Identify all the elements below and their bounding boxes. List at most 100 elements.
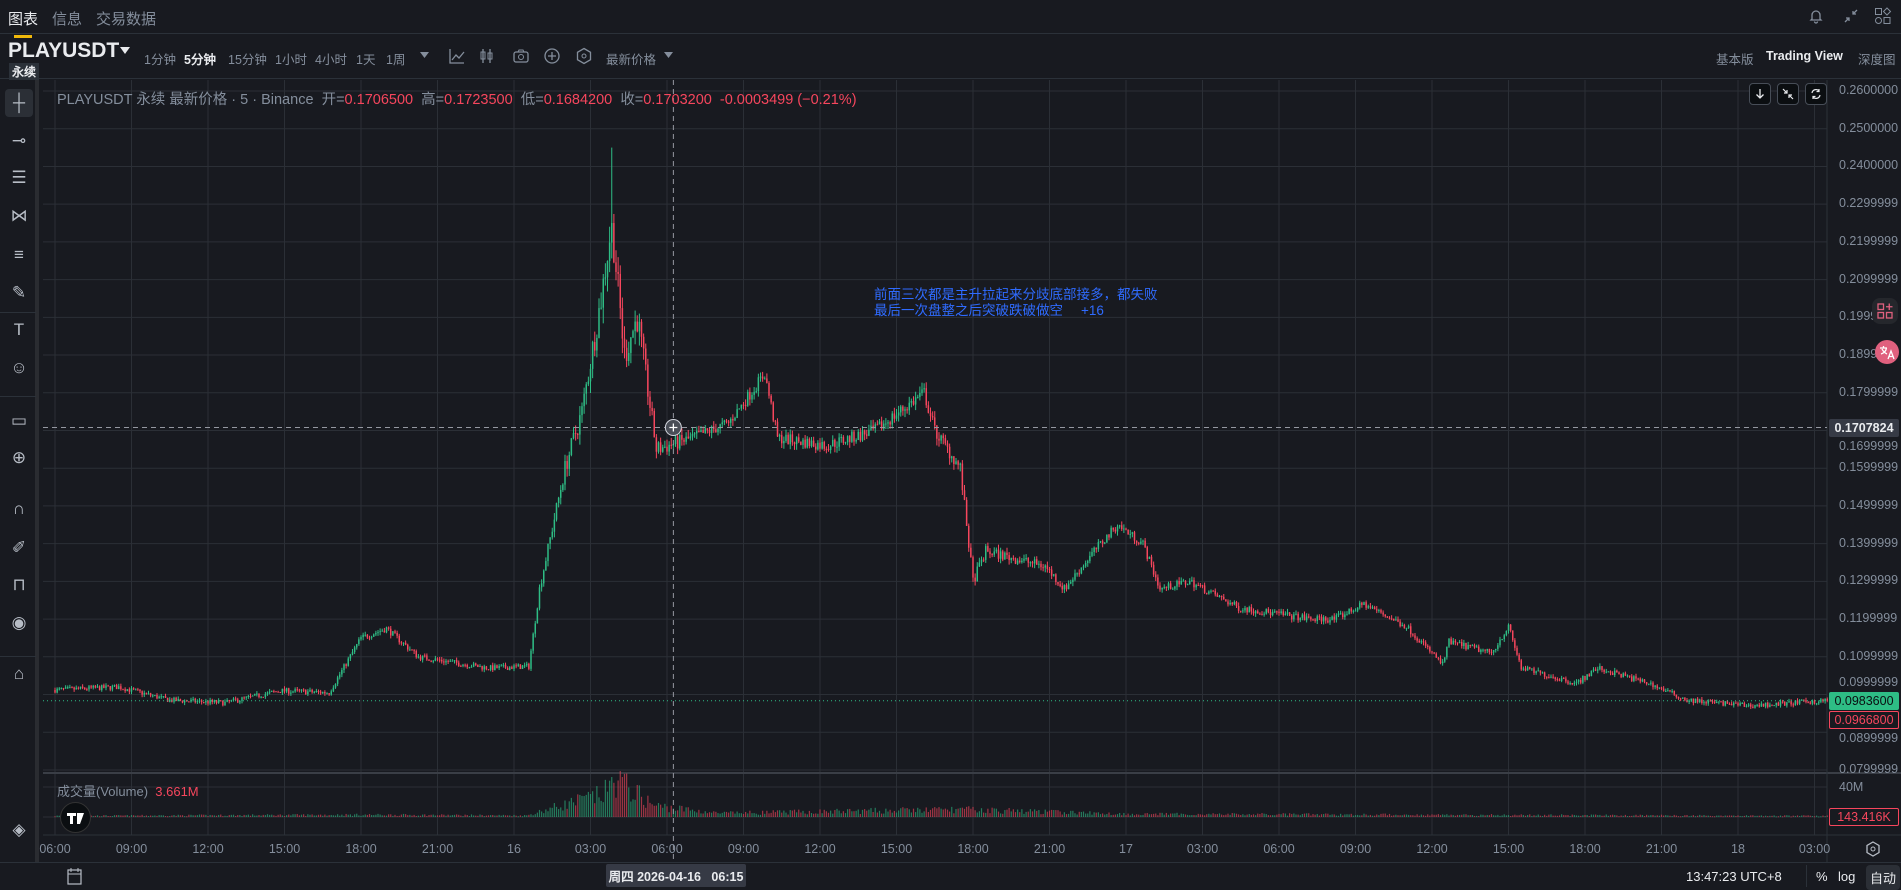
volume-bar [1327, 813, 1329, 817]
volume-bar [1550, 814, 1552, 817]
symbol-selector[interactable]: PLAYUSDT [8, 39, 120, 62]
translate-icon[interactable] [1875, 340, 1899, 364]
fib-icon[interactable]: ≡ [14, 245, 24, 264]
more-intervals-chevron-icon[interactable] [420, 52, 429, 59]
symbol-chevron-down-icon[interactable] [120, 47, 130, 55]
candle-body [1622, 673, 1624, 678]
volume-bar [1095, 812, 1097, 817]
candle-body [1662, 688, 1665, 691]
ruler-icon[interactable]: ▭ [10, 411, 28, 430]
price-tick-label: 0.0999999 [1839, 674, 1899, 689]
volume-bar [351, 815, 354, 817]
collapse-icon[interactable] [1843, 8, 1859, 24]
volume-bar [1463, 814, 1465, 817]
candle-body [349, 654, 352, 659]
candle-body [1146, 547, 1148, 559]
tradingview-logo[interactable] [60, 802, 91, 833]
volume-bar [105, 815, 107, 817]
volume-bar [706, 813, 708, 817]
candle-body [1059, 584, 1061, 586]
candle-body [1118, 525, 1121, 527]
candle-body [642, 336, 645, 349]
trend-line-icon[interactable]: ⊸ [11, 131, 27, 150]
interval-1m[interactable]: 1分钟 [144, 53, 176, 67]
volume-bar [634, 799, 636, 817]
chart-legend: PLAYUSDT 永续 最新价格 · 5 · Binance 开=0.17065… [57, 88, 857, 109]
add-icon[interactable] [543, 47, 561, 65]
auto-scale-toggle[interactable]: 自动 [1866, 865, 1901, 890]
layers-icon[interactable]: ◈ [12, 820, 26, 839]
collapse-chart-button[interactable] [1777, 83, 1799, 105]
candle-body [1027, 558, 1029, 563]
trash-icon[interactable]: ⌂ [13, 664, 25, 683]
candle-body [492, 665, 494, 671]
candle-body [339, 674, 341, 678]
volume-bar [611, 777, 613, 817]
candle-body [974, 577, 976, 582]
volume-bar [694, 811, 696, 817]
tab-chart[interactable]: 图表 [8, 8, 38, 38]
log-scale-toggle[interactable]: log [1838, 869, 1856, 884]
emoji-icon[interactable]: ☺ [10, 358, 28, 377]
volume-bar [1531, 815, 1533, 817]
date-range-icon[interactable] [66, 866, 84, 886]
tab-info[interactable]: 信息 [52, 11, 83, 28]
view-depth[interactable]: 深度图 [1858, 53, 1896, 67]
lock-draw-icon[interactable]: ✐ [11, 538, 27, 557]
eye-icon[interactable]: ◉ [11, 613, 27, 632]
interval-15m[interactable]: 15分钟 [228, 53, 267, 67]
candle-body [71, 687, 73, 689]
widgets-icon[interactable] [1872, 298, 1898, 324]
zoom-in-icon[interactable]: ⊕ [11, 448, 27, 467]
apps-icon[interactable] [1874, 7, 1892, 25]
reset-chart-button[interactable] [1805, 83, 1827, 105]
price-type-chevron-icon[interactable] [664, 52, 673, 59]
volume-bar [1097, 812, 1099, 817]
settings-hex-icon[interactable] [575, 47, 593, 65]
screenshot-icon[interactable] [512, 47, 530, 65]
volume-bar [802, 810, 804, 817]
price-type-select[interactable]: 最新价格 [606, 53, 657, 67]
pattern-icon[interactable]: ⋈ [10, 206, 28, 225]
clock[interactable]: 13:47:23 UTC+8 [1686, 869, 1782, 884]
interval-1h[interactable]: 1小时 [275, 53, 307, 67]
volume-bar [1467, 815, 1469, 817]
axis-settings-icon[interactable] [1864, 840, 1882, 858]
interval-4h[interactable]: 4小时 [315, 53, 347, 67]
view-basic[interactable]: 基本版 [1716, 53, 1754, 67]
volume-bar [1182, 813, 1184, 817]
candle-body [689, 436, 692, 439]
volume-bar [859, 813, 861, 817]
percent-scale-toggle[interactable]: % [1816, 869, 1828, 884]
volume-bar [1733, 815, 1735, 817]
crosshair-icon[interactable]: ┼ [5, 89, 33, 117]
brush-icon[interactable]: ✎ [11, 283, 27, 302]
chart-annotation[interactable]: 前面三次都是主升拉起来分歧底部接多，都失败 最后一次盘整之后突破跌破做空 +16 [874, 287, 1158, 319]
interval-1w[interactable]: 1周 [386, 53, 406, 67]
volume-bar [1053, 810, 1055, 817]
text-icon[interactable]: T [13, 320, 25, 339]
drawing-toolbar: ┼ ⊸ ☰ ⋈ ≡ ✎ T ☺ ▭ ⊕ ∩ ✐ ⊓ ◉ ⌂ ◈ [0, 80, 39, 862]
close-value: 0.1703200 [643, 92, 712, 108]
candle-body [1095, 547, 1097, 550]
interval-1d[interactable]: 1天 [356, 53, 376, 67]
view-tradingview[interactable]: Trading View [1766, 49, 1843, 63]
candle-body [1454, 640, 1457, 643]
candle-body [1225, 599, 1227, 602]
interval-5m[interactable]: 5分钟 [184, 53, 216, 67]
scroll-down-button[interactable] [1749, 83, 1771, 105]
candle-body [1072, 579, 1074, 582]
volume-bar [1063, 812, 1065, 817]
unlock-icon[interactable]: ⊓ [12, 575, 26, 594]
indicators-icon[interactable] [448, 47, 466, 65]
chart-type-icon[interactable] [478, 47, 496, 65]
price-chart[interactable] [43, 80, 1901, 862]
volume-bar [1573, 814, 1575, 817]
magnet-icon[interactable]: ∩ [12, 499, 26, 518]
volume-bar [1099, 814, 1102, 817]
bell-icon[interactable] [1808, 8, 1824, 24]
candle-body [887, 422, 889, 424]
tab-trading-data[interactable]: 交易数据 [96, 11, 157, 28]
volume-bar [813, 813, 815, 817]
horizontal-lines-icon[interactable]: ☰ [11, 168, 27, 187]
